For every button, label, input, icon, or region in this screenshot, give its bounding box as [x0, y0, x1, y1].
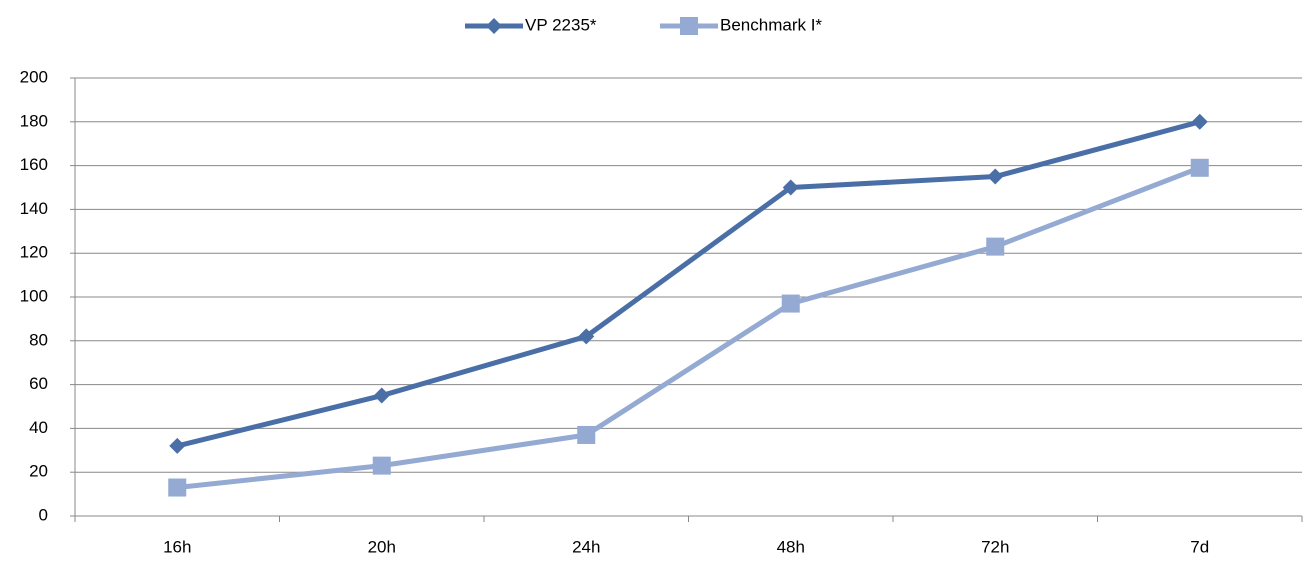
y-tick-label: 20: [29, 462, 48, 481]
y-tick-label: 0: [39, 505, 48, 524]
marker: [373, 387, 390, 404]
y-tick-label: 200: [20, 67, 48, 86]
y-tick-label: 40: [29, 418, 48, 437]
marker: [577, 425, 596, 444]
x-tick-label: 24h: [572, 537, 600, 556]
y-tick-label: 120: [20, 243, 48, 262]
legend-label: VP 2235*: [525, 15, 597, 34]
y-tick-label: 180: [20, 111, 48, 130]
marker: [169, 437, 186, 454]
legend-marker: [680, 17, 698, 35]
marker: [782, 179, 799, 196]
y-tick-label: 60: [29, 374, 48, 393]
marker: [1191, 113, 1208, 130]
legend-marker: [486, 18, 502, 34]
series-line: [176, 165, 1201, 491]
y-tick-label: 140: [20, 199, 48, 218]
marker: [987, 168, 1004, 185]
x-tick-label: 20h: [368, 537, 396, 556]
marker: [168, 478, 187, 497]
legend-label: Benchmark I*: [720, 15, 822, 34]
marker: [578, 328, 595, 345]
x-tick-label: 72h: [981, 537, 1009, 556]
marker: [986, 237, 1005, 256]
x-tick-label: 16h: [163, 537, 191, 556]
series-line: [176, 119, 1201, 449]
x-tick-label: 7d: [1190, 537, 1209, 556]
marker: [372, 456, 391, 475]
y-tick-label: 100: [20, 286, 48, 305]
y-tick-label: 160: [20, 155, 48, 174]
marker: [781, 294, 800, 313]
marker: [1190, 158, 1209, 177]
y-tick-label: 80: [29, 330, 48, 349]
x-tick-label: 48h: [777, 537, 805, 556]
